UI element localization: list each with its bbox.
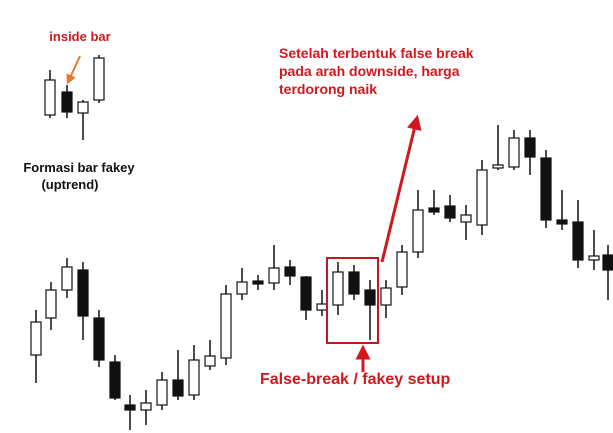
candle-body	[140, 402, 152, 411]
candle-body	[572, 221, 584, 261]
inset-caption: Formasi bar fakey	[23, 160, 135, 175]
candle-body	[44, 79, 56, 116]
candle-body	[602, 254, 613, 271]
candle-body	[444, 205, 456, 219]
candle-body	[588, 255, 600, 261]
inside-bar-label: inside bar	[49, 29, 110, 44]
candle-body	[77, 269, 89, 317]
candle-body	[124, 404, 136, 411]
candle-body	[428, 207, 440, 213]
candle-body	[476, 169, 488, 226]
note-line: Setelah terbentuk false break	[279, 45, 474, 61]
candle-body	[188, 359, 200, 396]
candle-body	[220, 293, 232, 359]
inside-bar-arrow	[66, 55, 81, 85]
candle-body	[268, 267, 280, 284]
candle-body	[172, 379, 184, 397]
candle-body	[77, 101, 89, 114]
setup-label: False-break / fakey setup	[260, 371, 451, 388]
candle-body	[252, 280, 264, 285]
candle-body	[236, 281, 248, 295]
candle-body	[348, 271, 360, 295]
note-line: pada arah downside, harga	[279, 63, 460, 79]
breakout-arrow	[380, 114, 422, 263]
candle-body	[396, 251, 408, 288]
candle-body	[364, 289, 376, 306]
inset-caption: (uptrend)	[41, 177, 98, 192]
setup-box	[326, 257, 379, 344]
candle-body	[61, 91, 73, 113]
candle-body	[332, 271, 344, 306]
candle-body	[109, 361, 121, 399]
candle-body	[524, 137, 536, 158]
candle-body	[508, 137, 520, 168]
candle-body	[460, 214, 472, 223]
candle-body	[412, 209, 424, 253]
note-line: terdorong naik	[279, 81, 377, 97]
candle-body	[380, 287, 392, 306]
candle-body	[204, 355, 216, 367]
candle-body	[93, 57, 105, 101]
candle-body	[61, 266, 73, 291]
candle-body	[93, 317, 105, 361]
candles	[30, 55, 613, 430]
candle-body	[540, 157, 552, 221]
candle-body	[492, 164, 504, 169]
candle-body	[30, 321, 42, 356]
candle-body	[316, 303, 328, 311]
candle-body	[556, 219, 568, 225]
candle-body	[45, 289, 57, 319]
candle-body	[156, 379, 168, 406]
candle-body	[300, 276, 312, 311]
candle-body	[284, 266, 296, 277]
